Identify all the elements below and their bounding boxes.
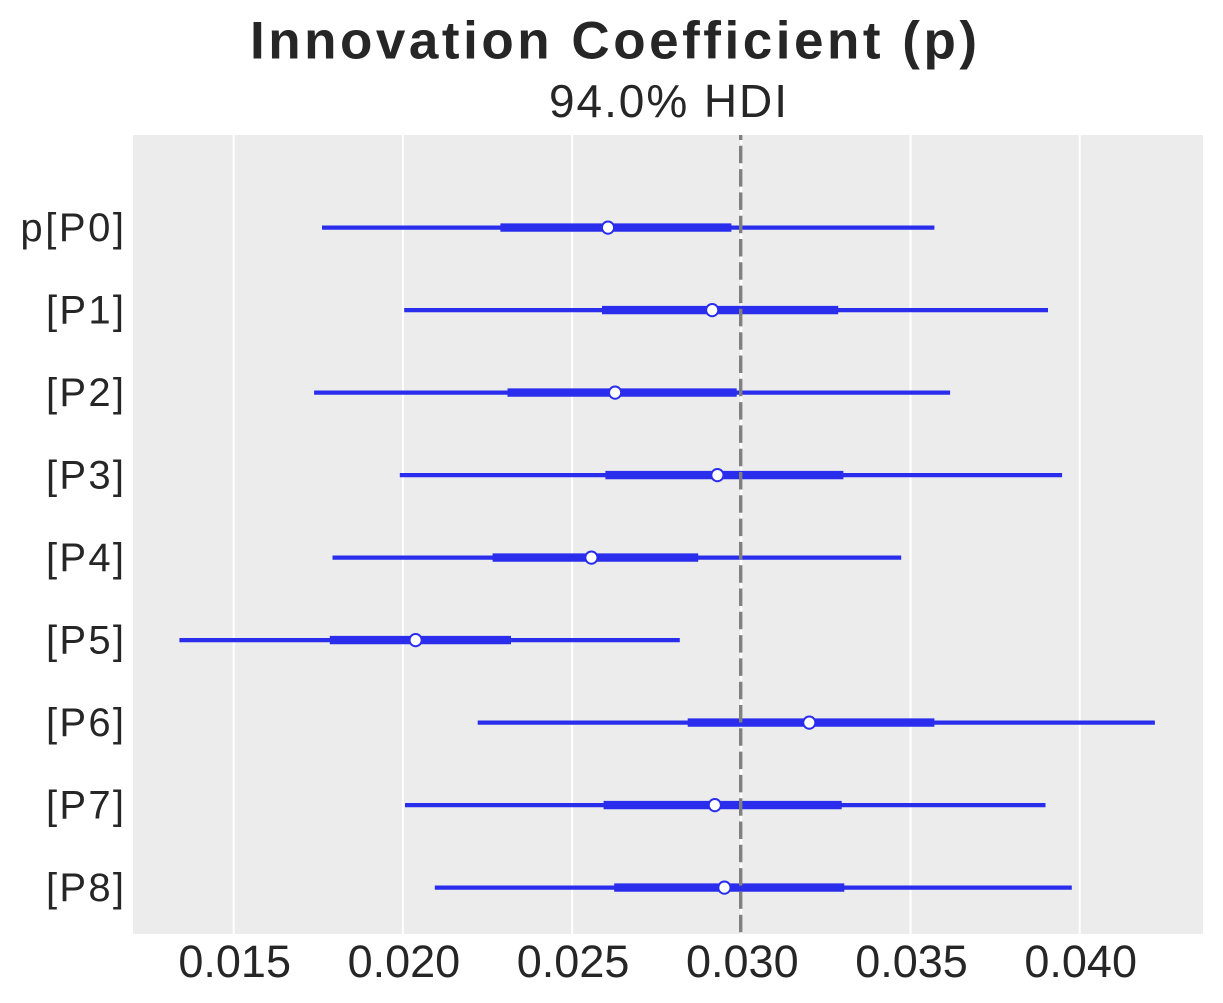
svg-text:[P1]: [P1] (46, 288, 124, 332)
svg-text:[P8]: [P8] (46, 866, 124, 910)
svg-text:[P2]: [P2] (46, 371, 124, 415)
svg-text:p[P0]: p[P0] (20, 206, 124, 250)
svg-text:0.030: 0.030 (686, 936, 799, 987)
svg-text:0.035: 0.035 (855, 936, 968, 987)
svg-text:0.040: 0.040 (1024, 936, 1137, 987)
svg-text:94.0% HDI: 94.0% HDI (549, 75, 787, 127)
svg-text:[P4]: [P4] (46, 536, 124, 580)
svg-text:[P5]: [P5] (46, 618, 124, 662)
svg-text:[P6]: [P6] (46, 701, 124, 745)
svg-text:0.015: 0.015 (178, 936, 291, 987)
svg-text:[P7]: [P7] (46, 783, 124, 827)
svg-text:0.020: 0.020 (348, 936, 461, 987)
svg-text:0.025: 0.025 (517, 936, 630, 987)
svg-text:Innovation Coefficient (p): Innovation Coefficient (p) (250, 12, 977, 71)
svg-text:[P3]: [P3] (46, 453, 124, 497)
